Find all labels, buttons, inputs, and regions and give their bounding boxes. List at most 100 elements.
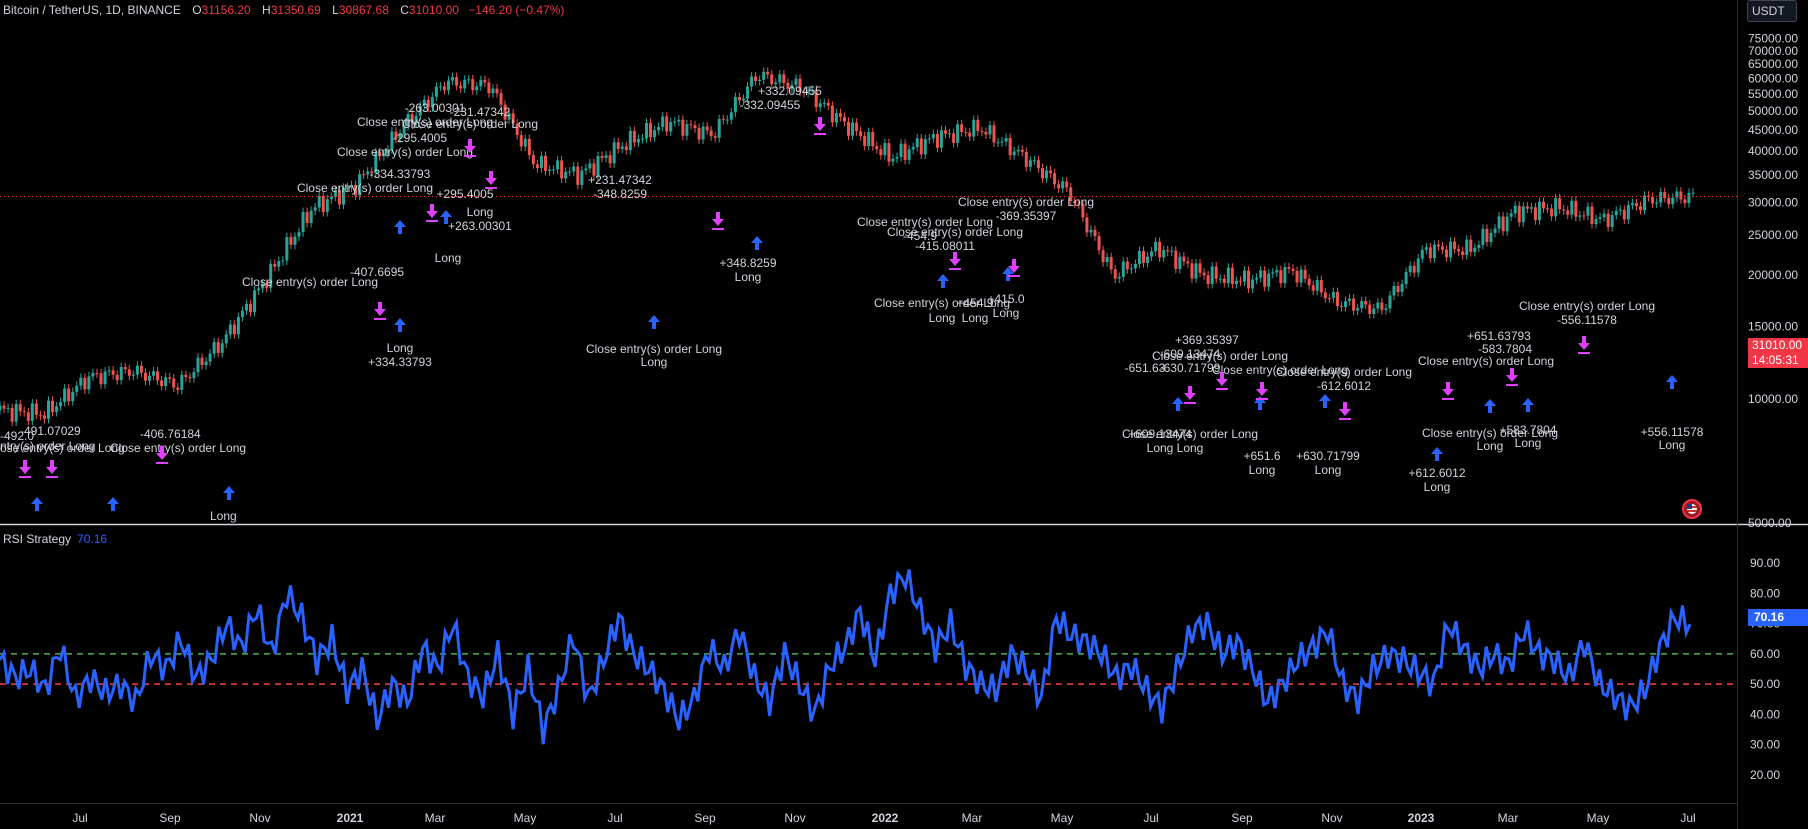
price-tick-label: 70000.00 bbox=[1748, 44, 1798, 58]
annotation-label: +583.7804 bbox=[1499, 423, 1556, 437]
annotation-label: -556.11578 bbox=[1557, 313, 1617, 327]
candle-body bbox=[1000, 141, 1004, 143]
candle-body bbox=[1602, 213, 1606, 218]
candle-body bbox=[1586, 206, 1590, 216]
annotation-label: Long bbox=[1147, 441, 1174, 455]
candle-body bbox=[1113, 269, 1117, 279]
annotation-label: +415.0 bbox=[987, 292, 1024, 306]
price-tick-label: 75000.00 bbox=[1748, 32, 1798, 46]
candle-body bbox=[1501, 216, 1505, 232]
candle-body bbox=[10, 407, 14, 422]
annotation-label: -369.35397 bbox=[996, 209, 1057, 223]
candle-body bbox=[1194, 263, 1198, 279]
currency-selector[interactable]: USDT bbox=[1747, 0, 1797, 22]
candle-body bbox=[1360, 301, 1364, 309]
annotation-label: -415.08011 bbox=[915, 239, 975, 253]
candle-body bbox=[228, 324, 232, 335]
candle-body bbox=[273, 263, 277, 267]
candle-body bbox=[18, 404, 22, 412]
candle-body bbox=[1061, 181, 1065, 189]
candle-body bbox=[422, 99, 426, 106]
rsi-line bbox=[0, 569, 1692, 745]
candle-body bbox=[935, 133, 939, 148]
candle-body bbox=[257, 288, 261, 291]
candle-body bbox=[313, 207, 317, 211]
time-tick-label: Jul bbox=[1143, 811, 1158, 825]
candle-body bbox=[1396, 285, 1400, 292]
candle-body bbox=[842, 116, 846, 122]
candle-body bbox=[204, 361, 208, 366]
candle-body bbox=[689, 124, 693, 126]
candle-body bbox=[410, 114, 414, 124]
indicator-name[interactable]: RSI Strategy bbox=[3, 532, 72, 546]
candle-body bbox=[160, 380, 164, 387]
candle-body bbox=[1303, 269, 1307, 279]
candle-body bbox=[1251, 279, 1255, 289]
candle-body bbox=[644, 122, 648, 139]
candle-body bbox=[1574, 200, 1578, 217]
price-tick-label: 5000.00 bbox=[1748, 516, 1792, 530]
candle-body bbox=[507, 113, 511, 120]
candle-body bbox=[293, 236, 297, 245]
candle-body bbox=[1667, 197, 1671, 205]
us-flag-icon[interactable] bbox=[1682, 499, 1702, 519]
long-entry-arrow-icon bbox=[937, 274, 949, 288]
candle-body bbox=[855, 122, 859, 132]
close-exit-arrow-icon bbox=[1339, 402, 1351, 420]
time-tick-label: Jul bbox=[1680, 811, 1695, 825]
candle-body bbox=[673, 121, 677, 123]
candle-body bbox=[438, 86, 442, 88]
candle-body bbox=[1190, 263, 1194, 279]
candle-body bbox=[1307, 278, 1311, 286]
candle-body bbox=[960, 124, 964, 132]
candle-body bbox=[1093, 229, 1097, 237]
long-entry-arrow-icon bbox=[751, 236, 763, 250]
candle-body bbox=[30, 403, 34, 421]
candle-body bbox=[1453, 241, 1457, 249]
candle-body bbox=[1663, 192, 1667, 198]
candle-body bbox=[51, 400, 55, 412]
candle-body bbox=[1465, 239, 1469, 256]
close-exit-arrow-icon bbox=[1506, 368, 1518, 386]
candle-body bbox=[1016, 149, 1020, 152]
candle-body bbox=[83, 377, 87, 390]
candle-body bbox=[834, 113, 838, 123]
candle-body bbox=[406, 114, 410, 127]
candle-body bbox=[91, 373, 95, 377]
candle-body bbox=[588, 163, 592, 169]
annotation-label: -651.63 bbox=[1125, 361, 1166, 375]
candle-body bbox=[988, 125, 992, 135]
candle-body bbox=[713, 136, 717, 138]
candle-body bbox=[915, 138, 919, 148]
close-exit-arrow-icon bbox=[1184, 386, 1196, 404]
candle-body bbox=[527, 138, 531, 156]
candle-body bbox=[87, 376, 91, 390]
candle-body bbox=[63, 388, 67, 403]
candle-body bbox=[220, 343, 224, 353]
time-tick-label: Sep bbox=[1231, 811, 1253, 825]
candle-body bbox=[923, 139, 927, 155]
candle-body bbox=[269, 263, 273, 288]
candle-body bbox=[871, 132, 875, 147]
candle-body bbox=[345, 187, 349, 189]
symbol-legend[interactable]: Bitcoin / TetherUS, 1D, BINANCE O31156.2… bbox=[3, 3, 564, 17]
candle-body bbox=[1554, 198, 1558, 217]
symbol-title[interactable]: Bitcoin / TetherUS, 1D, BINANCE bbox=[3, 3, 181, 17]
candle-body bbox=[107, 370, 111, 372]
candle-body bbox=[1210, 266, 1214, 284]
annotation-label: ose entry(s) order Long bbox=[0, 441, 125, 455]
candle-body bbox=[402, 126, 406, 134]
candle-body bbox=[705, 126, 709, 131]
candle-body bbox=[1489, 232, 1493, 242]
candle-body bbox=[289, 237, 293, 245]
indicator-legend[interactable]: RSI Strategy 70.16 bbox=[3, 532, 107, 546]
candle-body bbox=[487, 82, 491, 94]
candle-body bbox=[1481, 228, 1485, 245]
candle-body bbox=[1319, 280, 1323, 293]
price-candles bbox=[0, 67, 1738, 427]
price-tick-label: 20000.00 bbox=[1748, 268, 1798, 282]
candle-body bbox=[390, 131, 394, 150]
candle-body bbox=[733, 96, 737, 113]
candle-body bbox=[1004, 138, 1008, 142]
